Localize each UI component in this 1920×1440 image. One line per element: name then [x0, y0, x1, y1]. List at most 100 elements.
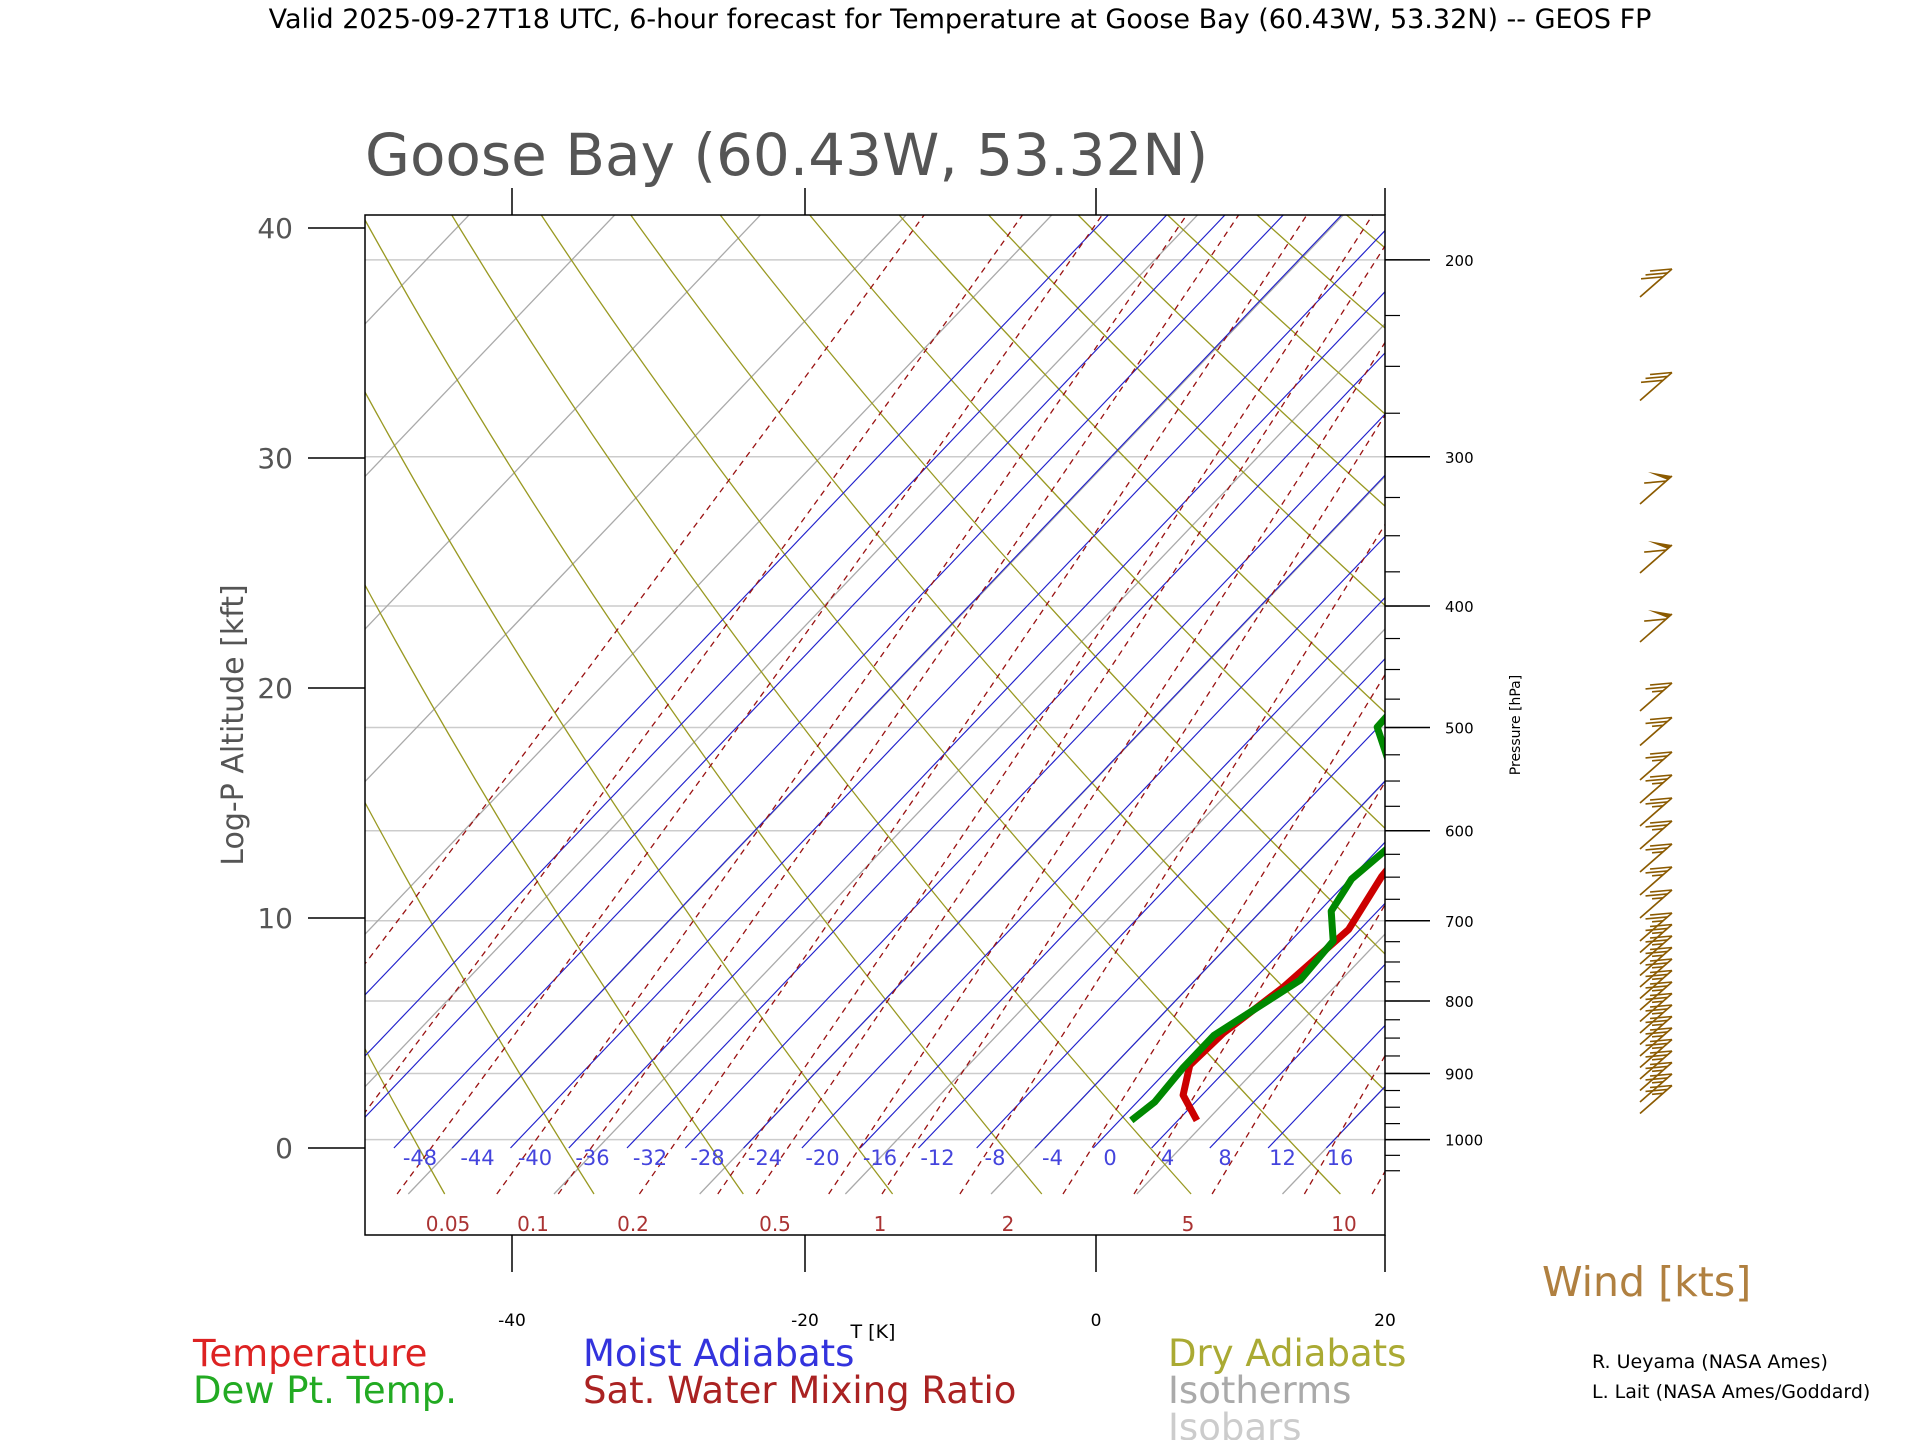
dry-adiabat [365, 218, 1043, 1195]
wind-barb [1639, 969, 1673, 1000]
moist-adiabat [365, 215, 1226, 1119]
wind-barb [1639, 912, 1673, 942]
wind-label: Wind [kts] [1542, 1258, 1751, 1306]
moist-adiabat [684, 413, 1385, 1149]
mixing-ratio-line [365, 215, 925, 965]
credit-line-2: L. Lait (NASA Ames/Goddard) [1592, 1381, 1870, 1403]
moist-adiabat [1092, 841, 1385, 1149]
pressure-axis-label: Pressure [hPa] [1508, 675, 1524, 775]
moist-adiabat-label: -36 [575, 1146, 609, 1170]
wind-barb [1639, 935, 1673, 965]
wind-barb [1639, 797, 1673, 827]
isotherm-line [365, 215, 762, 630]
chart-title: Goose Bay (60.43W, 53.32N) [365, 121, 1208, 189]
y-tick-label: 0 [275, 1132, 293, 1165]
wind-barb [1639, 866, 1673, 896]
y-axis-label: Log-P Altitude [kft] [216, 584, 251, 865]
moist-adiabat-label: -48 [403, 1146, 437, 1170]
moist-adiabat [510, 229, 1385, 1149]
pressure-tick-label: 200 [1445, 252, 1474, 270]
mixing-ratio-line [1303, 1054, 1385, 1195]
moist-adiabat-label: -40 [518, 1146, 552, 1170]
mixing-ratio-line [1211, 903, 1385, 1195]
mixing-ratio-label: 0.5 [759, 1212, 791, 1236]
moist-adiabat [1151, 902, 1385, 1149]
wind-barb [1639, 820, 1673, 850]
y-tick-label: 40 [257, 212, 293, 245]
dry-adiabat [1077, 215, 1385, 508]
moist-adiabat [626, 352, 1385, 1149]
mixing-ratio-label: 10 [1331, 1212, 1356, 1236]
mixing-ratio-line [1062, 673, 1385, 1195]
moist-adiabat [365, 215, 1168, 1057]
wind-barb [1639, 751, 1673, 781]
mixing-ratio-label: 1 [874, 1212, 887, 1236]
moist-adiabat [1267, 1024, 1385, 1149]
moist-adiabat [1034, 780, 1385, 1149]
moist-adiabat-label: -32 [633, 1146, 667, 1170]
mixing-ratio-label: 0.05 [426, 1212, 471, 1236]
dry-adiabat [1700, 90, 1920, 1194]
mixing-ratio-label: 0.1 [517, 1212, 549, 1236]
wind-barb [1639, 716, 1673, 747]
wind-barb [1639, 1061, 1673, 1092]
dry-adiabat [450, 215, 1192, 1195]
plot-frame [364, 214, 1386, 1236]
pressure-tick-label: 900 [1445, 1065, 1474, 1083]
moist-adiabat-label: 12 [1269, 1146, 1296, 1170]
pressure-tick-label: 800 [1445, 993, 1474, 1011]
mixing-ratio-line [638, 215, 1308, 1195]
moist-adiabat [859, 596, 1385, 1149]
wind-barb [1639, 682, 1673, 712]
header-title: Valid 2025-09-27T18 UTC, 6-hour forecast… [269, 4, 1652, 35]
dry-adiabat [808, 215, 1385, 830]
legend-item: Moist Adiabats [583, 1332, 854, 1375]
x-tick-label: 20 [1374, 1311, 1396, 1331]
moist-adiabat-label: -4 [1042, 1146, 1063, 1170]
wind-barb [1639, 1038, 1673, 1069]
dry-adiabat [1453, 90, 1920, 1194]
wind-barb [1639, 472, 1673, 505]
x-tick-label: -40 [498, 1311, 526, 1331]
moist-adiabat-label: -24 [748, 1146, 782, 1170]
mixing-ratio-line [828, 341, 1385, 1195]
wind-barb [1639, 981, 1673, 1011]
wind-barb [1639, 1027, 1673, 1057]
pressure-tick-label: 400 [1445, 598, 1474, 616]
moist-adiabat [917, 657, 1385, 1149]
isotherm-line [365, 215, 1199, 1088]
wind-barbs [1639, 268, 1673, 1115]
moist-adiabat-label: -12 [920, 1146, 954, 1170]
moist-adiabat [1325, 1085, 1385, 1149]
moist-adiabat [393, 215, 1285, 1149]
isotherm-line [365, 215, 1053, 936]
isotherm-line [365, 215, 908, 783]
mixing-ratio-line [557, 215, 1240, 1195]
wind-barb [1639, 843, 1673, 873]
profiles [1129, 713, 1385, 1124]
dewpoint-profile [1129, 713, 1385, 1124]
y-tick-label: 20 [257, 672, 293, 705]
dry-adiabat [719, 215, 1385, 955]
legend-item: Isotherms [1168, 1369, 1351, 1412]
moist-adiabat [1209, 963, 1385, 1149]
dry-adiabat [365, 390, 894, 1195]
moist-adiabat-label: 16 [1327, 1146, 1354, 1170]
legend-item: Dry Adiabats [1168, 1332, 1406, 1375]
credit-line-1: R. Ueyama (NASA Ames) [1592, 1351, 1828, 1373]
pressure-tick-label: 1000 [1445, 1132, 1483, 1150]
wind-barb [1639, 1015, 1673, 1046]
dry-adiabat [1166, 215, 1385, 415]
isotherm-line [0, 90, 151, 1194]
moist-adiabat [801, 535, 1385, 1149]
moist-adiabat [976, 719, 1385, 1149]
moist-adiabat [1384, 1146, 1385, 1149]
x-tick-label: 0 [1091, 1311, 1102, 1331]
isotherm-line [365, 215, 616, 478]
dry-adiabat [1783, 90, 1920, 1194]
mixing-ratio-line [396, 215, 1103, 1195]
y-tick-label: 10 [257, 902, 293, 935]
isotherm-line [365, 215, 470, 325]
